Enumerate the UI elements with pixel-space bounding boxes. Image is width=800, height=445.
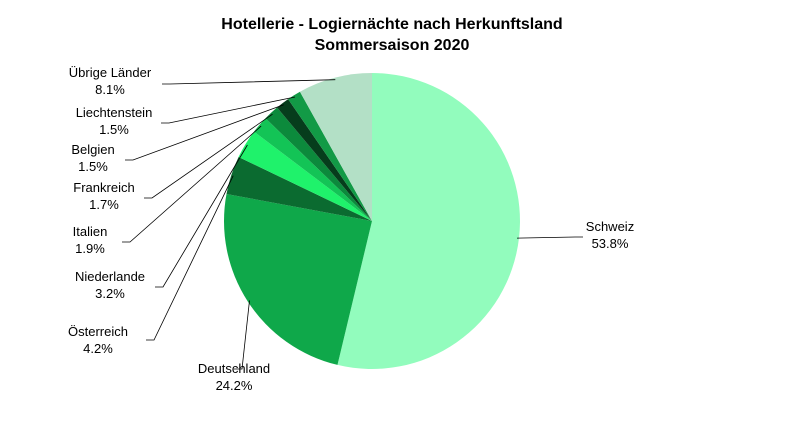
slice-value-label: 8.1% xyxy=(95,82,125,97)
pie-slice xyxy=(337,73,520,369)
slice-value-label: 53.8% xyxy=(592,236,629,251)
pie-slice xyxy=(288,91,372,221)
pie-slice xyxy=(299,73,372,221)
slice-label: Italien xyxy=(73,224,108,239)
slice-label: Niederlande xyxy=(75,269,145,284)
pie-slice xyxy=(254,118,372,221)
pie-slice xyxy=(277,99,372,221)
leader-line xyxy=(162,79,336,85)
slice-value-label: 24.2% xyxy=(216,378,253,393)
slice-label: Schweiz xyxy=(586,219,634,234)
pie-slice xyxy=(226,156,372,221)
leader-line xyxy=(234,300,250,370)
slice-value-label: 4.2% xyxy=(83,341,113,356)
slice-labels: Schweiz 53.8% Deutschland 24.2% Österreich 4.… xyxy=(68,65,634,393)
slice-value-label: 1.7% xyxy=(89,197,119,212)
slice-label: Belgien xyxy=(71,142,114,157)
leader-line xyxy=(516,236,583,239)
slice-value-label: 1.5% xyxy=(99,122,129,137)
pie-slice xyxy=(224,193,372,365)
leader-line xyxy=(161,96,296,124)
slice-value-label: 1.9% xyxy=(75,241,105,256)
slice-value-label: 3.2% xyxy=(95,286,125,301)
leader-line xyxy=(144,113,273,199)
slice-value-label: 1.5% xyxy=(78,159,108,174)
chart-subtitle: Sommersaison 2020 xyxy=(315,37,470,54)
slice-label: Liechtenstein xyxy=(76,105,153,120)
leader-line xyxy=(122,125,262,243)
slice-label: Frankreich xyxy=(73,180,134,195)
slice-label: Österreich xyxy=(68,324,128,339)
pie-slice xyxy=(238,131,372,221)
leader-line xyxy=(155,144,248,288)
leader-line xyxy=(146,175,234,341)
pie-slice xyxy=(265,107,372,221)
chart-title: Hotellerie - Logiernächte nach Herkunfts… xyxy=(221,16,562,33)
leader-lines xyxy=(122,79,583,370)
slice-label: Deutschland xyxy=(198,361,270,376)
slice-label: Übrige Länder xyxy=(69,65,152,80)
pie-slices xyxy=(224,73,520,369)
leader-line xyxy=(125,104,284,161)
